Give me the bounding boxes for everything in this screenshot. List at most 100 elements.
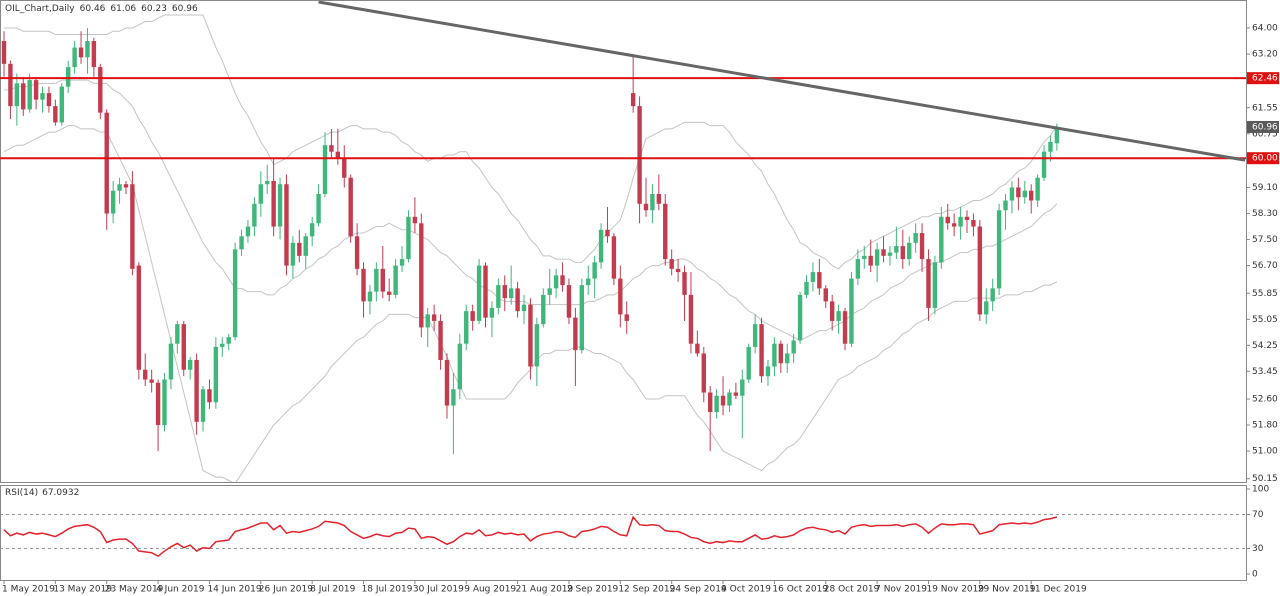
candle-body <box>85 41 90 58</box>
candle-body <box>900 246 905 260</box>
candle-body <box>213 346 219 403</box>
candle-body <box>187 359 193 370</box>
candle-body <box>425 314 430 328</box>
price-label: 60.96 <box>1252 122 1278 132</box>
x-tick-label: 4 Oct 2019 <box>721 585 771 595</box>
candle-body <box>489 307 495 318</box>
drawn-lines <box>0 1 1246 162</box>
x-tick-label: 7 Nov 2019 <box>875 585 927 595</box>
candle-body <box>431 314 437 321</box>
candle-body <box>695 343 700 354</box>
y-tick-label: 60.75 <box>1252 129 1278 139</box>
candle-body <box>66 67 71 87</box>
candle-body <box>483 265 488 318</box>
candle-body <box>143 369 148 380</box>
candle-body <box>258 184 263 204</box>
candle-body <box>701 353 706 393</box>
candle-body <box>714 395 719 413</box>
candle-body <box>117 184 122 191</box>
y-tick-label: 55.05 <box>1252 315 1278 325</box>
candle-body <box>984 301 989 315</box>
y-tick-label: 50.15 <box>1252 474 1278 484</box>
candle-body <box>162 379 167 426</box>
x-tick-label: 30 Jul 2019 <box>413 585 464 595</box>
x-tick-label: 23 May 2019 <box>105 585 164 595</box>
candle-body <box>887 252 893 256</box>
candle-body <box>836 311 841 321</box>
candle-body <box>842 311 848 344</box>
candle-body <box>438 320 443 360</box>
candle-body <box>907 242 912 260</box>
ohlc-value: 60.96 <box>172 4 198 14</box>
candle-body <box>855 259 861 279</box>
candle-body <box>849 278 854 344</box>
candle-body <box>566 285 572 318</box>
candle-body <box>155 382 161 426</box>
candle-body <box>220 343 225 347</box>
y-tick-label: 61.55 <box>1252 103 1278 113</box>
candle-body <box>579 285 584 351</box>
candle-body <box>149 379 154 383</box>
candle-body <box>534 324 540 367</box>
candle-body <box>682 272 687 295</box>
candle-body <box>791 340 796 354</box>
candle-body <box>810 272 816 282</box>
candle-body <box>521 304 527 312</box>
candle-body <box>951 223 957 227</box>
candle-body <box>733 392 739 396</box>
candle-body <box>1009 187 1015 201</box>
candle-body <box>232 249 238 338</box>
x-tick-label: 28 Oct 2019 <box>824 585 880 595</box>
candle-body <box>374 268 379 292</box>
x-tick-label: 18 Jul 2019 <box>362 585 413 595</box>
ohlc-value: 60.23 <box>141 4 167 14</box>
candle-body <box>252 203 257 227</box>
band-upper <box>4 14 1058 270</box>
rsi-lines <box>0 514 1246 558</box>
candle-body <box>675 268 681 273</box>
candle-body <box>27 80 32 110</box>
candle-body <box>605 229 610 237</box>
candle-body <box>239 236 244 250</box>
candle-body <box>1048 141 1053 152</box>
y-tick-label: 56.70 <box>1252 261 1278 271</box>
candle-body <box>104 112 109 214</box>
x-tick-label: 19 Nov 2019 <box>926 585 984 595</box>
x-tick-label: 13 May 2019 <box>53 585 112 595</box>
candle-body <box>8 63 13 107</box>
candle-body <box>508 288 514 299</box>
candle-body <box>804 281 809 295</box>
candle-body <box>1054 126 1060 144</box>
candle-body <box>573 317 578 351</box>
candle-body <box>322 145 328 194</box>
candle-body <box>669 259 674 269</box>
candle-body <box>476 265 482 321</box>
candle-body <box>59 86 64 123</box>
candle-body <box>271 180 276 227</box>
candle-body <box>14 83 20 107</box>
candle-body <box>98 67 103 113</box>
candle-body <box>496 285 501 308</box>
x-tick-label: 14 Jun 2019 <box>207 585 261 595</box>
candle-body <box>91 41 97 68</box>
candle-body <box>752 324 758 347</box>
price-label-box <box>1247 120 1279 133</box>
y-tick-label: 51.80 <box>1252 421 1278 431</box>
candle-body <box>1003 200 1008 211</box>
candle-body <box>316 194 321 224</box>
y-tick-label: 53.45 <box>1252 367 1278 377</box>
candle-body <box>990 288 995 302</box>
candle-body <box>663 203 668 260</box>
candle-body <box>611 236 617 279</box>
x-tick-label: 11 Dec 2019 <box>1029 585 1087 595</box>
candle-body <box>1022 190 1027 198</box>
candle-body <box>553 275 559 289</box>
candle-body <box>451 389 456 406</box>
candle-body <box>387 291 392 295</box>
candle-body <box>592 262 597 279</box>
candle-body <box>367 291 373 302</box>
candle-body <box>650 194 655 211</box>
candle-body <box>21 83 26 110</box>
candle-body <box>1016 187 1021 198</box>
